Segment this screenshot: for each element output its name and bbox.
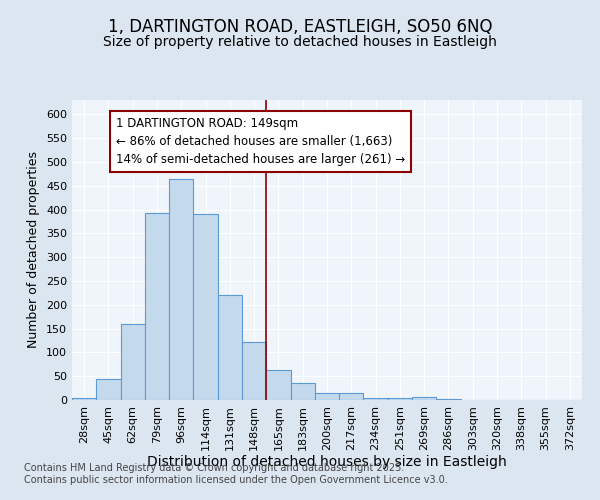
Bar <box>266 370 290 400</box>
X-axis label: Distribution of detached houses by size in Eastleigh: Distribution of detached houses by size … <box>147 456 507 469</box>
Bar <box>193 214 218 400</box>
Text: Contains HM Land Registry data © Crown copyright and database right 2025.
Contai: Contains HM Land Registry data © Crown c… <box>24 464 448 485</box>
Bar <box>218 295 242 400</box>
Bar <box>121 324 145 400</box>
Bar <box>96 378 121 400</box>
Bar <box>436 399 461 400</box>
Bar <box>315 394 339 400</box>
Bar <box>72 398 96 400</box>
Text: 1, DARTINGTON ROAD, EASTLEIGH, SO50 6NQ: 1, DARTINGTON ROAD, EASTLEIGH, SO50 6NQ <box>108 18 492 36</box>
Bar <box>339 393 364 400</box>
Bar <box>169 178 193 400</box>
Bar <box>388 398 412 400</box>
Bar <box>290 384 315 400</box>
Bar <box>145 213 169 400</box>
Text: Size of property relative to detached houses in Eastleigh: Size of property relative to detached ho… <box>103 35 497 49</box>
Y-axis label: Number of detached properties: Number of detached properties <box>28 152 40 348</box>
Bar <box>412 396 436 400</box>
Text: 1 DARTINGTON ROAD: 149sqm
← 86% of detached houses are smaller (1,663)
14% of se: 1 DARTINGTON ROAD: 149sqm ← 86% of detac… <box>116 116 405 166</box>
Bar <box>242 342 266 400</box>
Bar <box>364 398 388 400</box>
